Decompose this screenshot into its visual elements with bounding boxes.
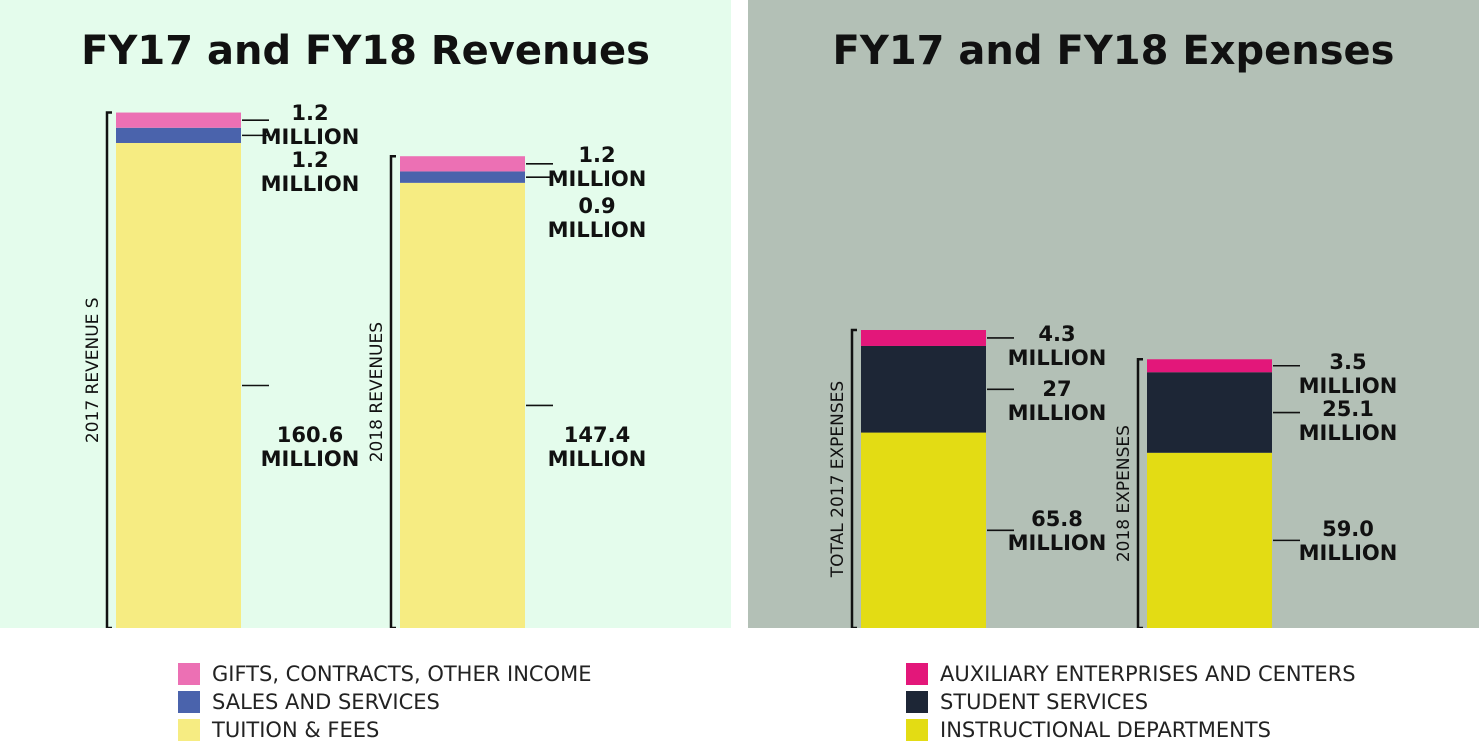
chart1-value-label-1-0: 59.0 bbox=[1322, 517, 1374, 541]
chart0-category-label-1: 2018 REVENUES bbox=[367, 322, 387, 462]
chart1-bar-1-auxiliary-enterprises-and-centers bbox=[1147, 359, 1272, 373]
chart1-unit-label-1-2: MILLION bbox=[1299, 374, 1398, 398]
legend-item-sales: SALES AND SERVICES bbox=[178, 688, 592, 716]
chart0-category-label-0: 2017 REVENUE S bbox=[83, 297, 103, 443]
chart0-bar-0-gifts-contracts-other-income bbox=[116, 112, 241, 128]
legend-item-student-services: STUDENT SERVICES bbox=[906, 688, 1356, 716]
legend-label-instructional: INSTRUCTIONAL DEPARTMENTS bbox=[940, 718, 1271, 742]
chart0-unit-label-1-2: MILLION bbox=[548, 167, 647, 191]
chart0-bar-0-sales-and-services bbox=[116, 127, 241, 143]
legend-item-instructional: INSTRUCTIONAL DEPARTMENTS bbox=[906, 716, 1356, 744]
chart0-bar-0-tuition-fees bbox=[116, 142, 241, 628]
chart1-unit-label-1-0: MILLION bbox=[1299, 541, 1398, 565]
chart0-unit-label-0-0: MILLION bbox=[261, 447, 360, 471]
legend-swatch-sales bbox=[178, 691, 200, 713]
chart1-value-label-0-2: 4.3 bbox=[1038, 322, 1075, 346]
chart1-bar-0-instructional-departments bbox=[861, 432, 986, 628]
chart0-unit-label-0-2: MILLION bbox=[261, 125, 360, 149]
legend-label-sales: SALES AND SERVICES bbox=[212, 690, 440, 714]
chart1-value-label-1-1: 25.1 bbox=[1322, 397, 1374, 421]
chart0-unit-label-0-1: MILLION bbox=[261, 172, 360, 196]
legend-item-gifts: GIFTS, CONTRACTS, OTHER INCOME bbox=[178, 660, 592, 688]
chart1-bracket-0 bbox=[850, 328, 857, 628]
expenses-chart-title: FY17 and FY18 Expenses bbox=[832, 28, 1395, 74]
chart0-bar-1-tuition-fees bbox=[400, 182, 525, 628]
chart1-unit-label-0-2: MILLION bbox=[1008, 346, 1107, 370]
chart0-value-label-0-1: 1.2 bbox=[291, 148, 328, 172]
chart1-category-label-1: 2018 EXPENSES bbox=[1114, 425, 1134, 562]
chart1-unit-label-0-0: MILLION bbox=[1008, 531, 1107, 555]
chart0-value-label-1-0: 147.4 bbox=[564, 423, 630, 447]
chart0-bar-1-sales-and-services bbox=[400, 171, 525, 183]
legend-item-tuition: TUITION & FEES bbox=[178, 716, 592, 744]
chart1-bar-0-student-services bbox=[861, 345, 986, 433]
revenues-chart-title: FY17 and FY18 Revenues bbox=[81, 28, 650, 74]
chart0-value-label-1-1: 0.9 bbox=[578, 194, 615, 218]
legend-label-student-services: STUDENT SERVICES bbox=[940, 690, 1149, 714]
expenses-panel: FY17 and FY18 Expenses TOTAL 2017 EXPENS… bbox=[748, 0, 1479, 628]
chart1-category-label-0: TOTAL 2017 EXPENSES bbox=[828, 381, 848, 578]
legend-item-auxiliary: AUXILIARY ENTERPRISES AND CENTERS bbox=[906, 660, 1356, 688]
chart1-unit-label-0-1: MILLION bbox=[1008, 401, 1107, 425]
chart1-bar-1-student-services bbox=[1147, 372, 1272, 453]
revenues-panel: FY17 and FY18 Revenues 2017 REVENUE S 1.2… bbox=[0, 0, 731, 628]
legend-swatch-student-services bbox=[906, 691, 928, 713]
chart0-bracket-0 bbox=[105, 111, 112, 628]
chart1-unit-label-1-1: MILLION bbox=[1299, 421, 1398, 445]
revenues-legend: GIFTS, CONTRACTS, OTHER INCOME SALES AND… bbox=[178, 660, 592, 744]
legend-swatch-instructional bbox=[906, 719, 928, 741]
chart0-value-label-0-2: 1.2 bbox=[291, 101, 328, 125]
chart0-bracket-1 bbox=[389, 154, 396, 628]
legend-label-tuition: TUITION & FEES bbox=[212, 718, 380, 742]
chart1-value-label-1-2: 3.5 bbox=[1329, 350, 1366, 374]
chart0-value-label-1-2: 1.2 bbox=[578, 143, 615, 167]
legend-label-auxiliary: AUXILIARY ENTERPRISES AND CENTERS bbox=[940, 662, 1356, 686]
legend-swatch-gifts bbox=[178, 663, 200, 685]
chart1-value-label-0-1: 27 bbox=[1042, 377, 1071, 401]
chart0-unit-label-1-0: MILLION bbox=[548, 447, 647, 471]
chart0-value-label-0-0: 160.6 bbox=[277, 423, 343, 447]
chart1-bracket-1 bbox=[1136, 358, 1143, 628]
chart0-bar-1-gifts-contracts-other-income bbox=[400, 156, 525, 172]
chart1-bar-1-instructional-departments bbox=[1147, 452, 1272, 628]
legend-label-gifts: GIFTS, CONTRACTS, OTHER INCOME bbox=[212, 662, 592, 686]
expenses-legend: AUXILIARY ENTERPRISES AND CENTERS STUDEN… bbox=[906, 660, 1356, 744]
revenues-chart: 2017 REVENUE S1.2MILLION1.2MILLION160.6M… bbox=[83, 101, 647, 628]
legend-swatch-tuition bbox=[178, 719, 200, 741]
chart0-unit-label-1-1: MILLION bbox=[548, 218, 647, 242]
expenses-chart: TOTAL 2017 EXPENSES4.3MILLION27MILLION65… bbox=[828, 322, 1398, 628]
legend-swatch-auxiliary bbox=[906, 663, 928, 685]
chart1-bar-0-auxiliary-enterprises-and-centers bbox=[861, 330, 986, 346]
chart1-value-label-0-0: 65.8 bbox=[1031, 507, 1083, 531]
